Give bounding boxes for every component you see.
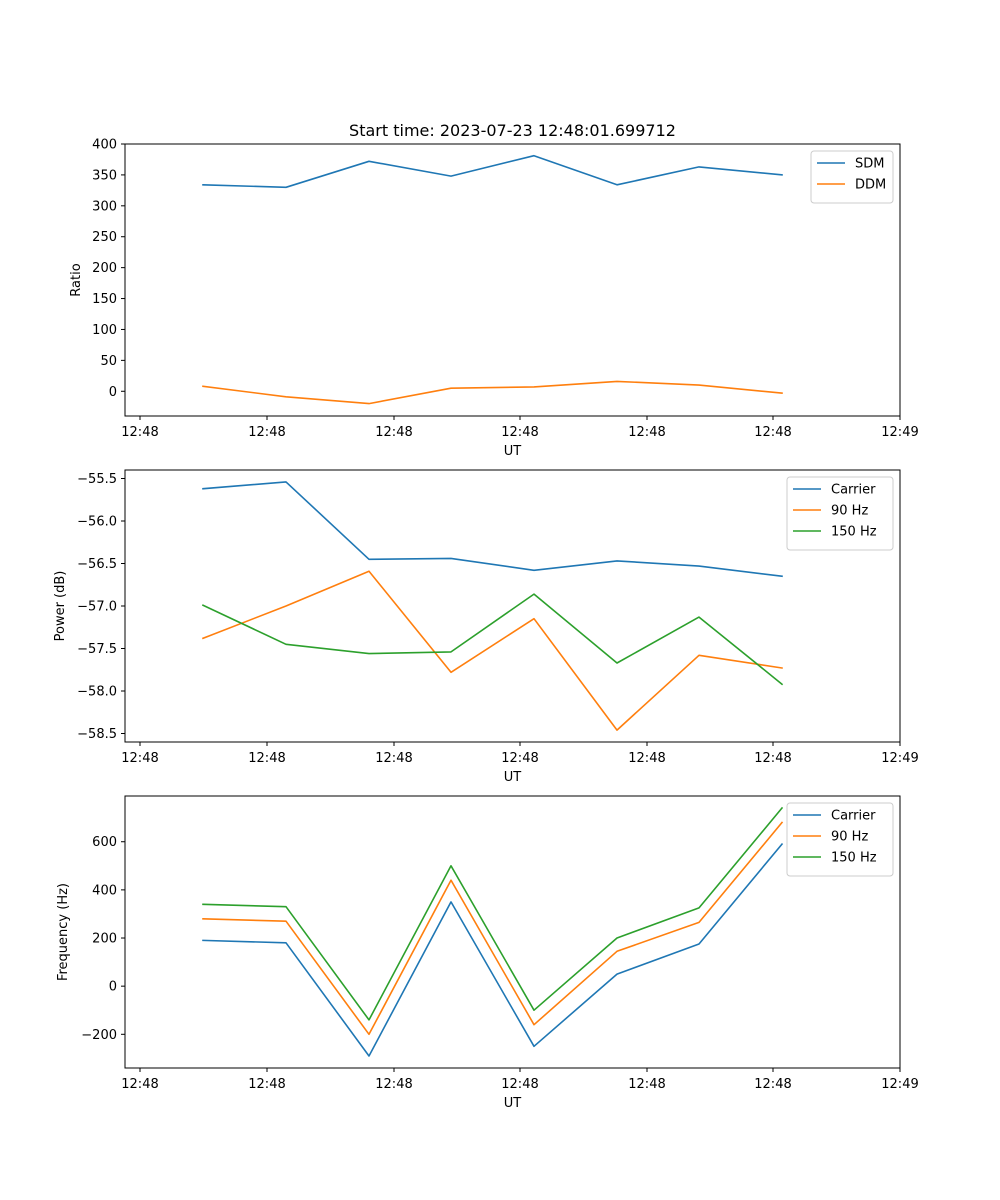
y-tick-label: −56.0 [77,515,117,530]
y-tick-label: 200 [92,261,117,276]
y-tick-label: 0 [109,980,117,995]
legend-entry-150-hz: 150 Hz [831,525,877,540]
x-tick-label: 12:48 [754,425,791,440]
y-axis-label: Ratio [69,263,84,296]
x-tick-label: 12:49 [881,425,918,440]
y-tick-label: −56.5 [77,557,117,572]
x-tick-label: 12:48 [501,1077,538,1092]
y-tick-label: −55.5 [77,472,117,487]
y-tick-label: −57.5 [77,642,117,657]
legend: Carrier 90 Hz 150 Hz [786,476,894,551]
legend-entry-150-hz: 150 Hz [831,851,877,866]
x-tick-label: 12:48 [628,425,665,440]
legend-entry-90-hz: 90 Hz [831,504,868,519]
axes-frame [124,143,901,417]
x-tick-label: 12:49 [881,751,918,766]
y-tick-label: 50 [100,354,117,369]
legend-entry-ddm: DDM [855,178,886,193]
x-tick-label: 12:48 [121,751,158,766]
x-tick-label: 12:48 [121,1077,158,1092]
series-line-150-hz [202,806,784,1021]
x-tick-label: 12:48 [248,1077,285,1092]
y-tick-label: 200 [92,932,117,947]
x-tick-label: 12:48 [248,425,285,440]
y-tick-label: 400 [92,883,117,898]
x-tick-label: 12:48 [501,425,538,440]
x-axis-label: UT [504,770,522,785]
x-tick-label: 12:49 [881,1077,918,1092]
y-tick-label: −58.5 [77,727,117,742]
y-tick-label: 300 [92,199,117,214]
y-tick-label: −200 [81,1028,117,1043]
x-tick-label: 12:48 [501,751,538,766]
series-line-90-hz [202,821,784,1036]
figure-title: Start time: 2023-07-23 12:48:01.699712 [349,121,676,140]
x-tick-label: 12:48 [628,1077,665,1092]
legend-entry-carrier: Carrier [831,483,876,498]
axes-frame [124,795,901,1069]
series-line-carrier [202,842,784,1057]
x-tick-label: 12:48 [248,751,285,766]
chart-panel-1: 12:48 12:48 12:48 12:48 12:48 12:48 12:49 0 50 10… [69,138,919,460]
x-axis-label: UT [504,1096,522,1111]
y-tick-label: 100 [92,323,117,338]
series-line-sdm [202,154,783,189]
x-tick-label: 12:48 [754,751,791,766]
legend-box [810,150,894,204]
y-axis-label: Power (dB) [53,571,68,642]
y-tick-label: 350 [92,168,117,183]
x-tick-label: 12:48 [121,425,158,440]
charts: 12:48 12:48 12:48 12:48 12:48 12:48 12:49 0 50 10… [53,138,919,1112]
series-line-90-hz [201,570,783,731]
legend-entry-90-hz: 90 Hz [831,830,868,845]
y-axis-label: Frequency (Hz) [56,883,71,981]
legend: Carrier 90 Hz 150 Hz [786,802,894,877]
legend-entry-carrier: Carrier [831,809,876,824]
series-line-150-hz [201,593,784,686]
y-tick-label: 150 [92,292,117,307]
chart-panel-2: 12:48 12:48 12:48 12:48 12:48 12:48 12:49 −58.5… [53,469,919,785]
x-tick-label: 12:48 [375,1077,412,1092]
legend: SDM DDM [810,150,894,204]
x-tick-label: 12:48 [375,425,412,440]
x-tick-label: 12:48 [628,751,665,766]
x-axis-label: UT [504,444,522,459]
y-tick-label: −58.0 [77,685,117,700]
y-tick-label: 600 [92,835,117,850]
series-line-carrier [202,481,783,578]
series-line-ddm [202,380,783,405]
x-tick-label: 12:48 [375,751,412,766]
legend-entry-sdm: SDM [855,157,884,172]
y-tick-label: 0 [109,385,117,400]
y-tick-label: 400 [92,138,117,153]
y-tick-label: −57.0 [77,600,117,615]
y-tick-label: 250 [92,230,117,245]
x-tick-label: 12:48 [754,1077,791,1092]
chart-panel-3: 12:48 12:48 12:48 12:48 12:48 12:48 12:49 −200 0… [56,795,919,1111]
